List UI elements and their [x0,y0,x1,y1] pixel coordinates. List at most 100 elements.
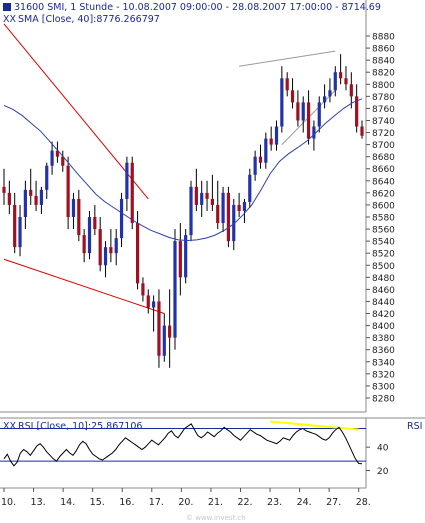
x-tick-label: 13. [31,497,46,508]
rsi-line [3,423,363,467]
rsi-title: RSI [Close, 10]:25.867106 [18,421,142,432]
candle-body [285,78,289,91]
y-tick-label: 8460 [372,286,395,296]
candle-body [328,90,332,97]
rsi-trendlines [269,420,359,431]
y-tick-label: 8400 [372,322,395,332]
candle-body [216,204,220,224]
candle-body [333,72,337,91]
candle-body [248,174,252,202]
candle-body [61,156,65,166]
candle-body [258,156,263,163]
candle-body [237,204,241,211]
y-tick-label: 8320 [372,370,395,380]
main-title: 31600 SMI, 1 Stunde - 10.08.2007 09:00:0… [14,2,381,13]
candle-body [162,325,166,356]
candle-body [2,186,6,193]
candle-body [168,325,172,338]
candle-body [87,217,92,254]
candle-body [189,186,193,236]
candle-body [194,186,198,205]
candle-body [119,198,124,239]
y-tick-label: 8520 [372,250,395,260]
candle-body [301,102,305,121]
rsi-y-tick-label: 20 [377,467,389,477]
candle-body [125,162,129,199]
candle-body [130,162,134,224]
y-tick-label: 8420 [372,310,395,320]
candle-body [205,192,209,199]
candle-body [360,126,364,136]
candle-body [7,192,11,205]
candle-body [77,198,81,236]
x-tick-label: 20. [178,497,193,508]
y-tick-label: 8760 [372,105,395,115]
candle-body [355,96,359,127]
candle-body [253,156,257,175]
candle-body [274,126,279,145]
sma-glyph-icon: XX [3,14,17,25]
y-tick-label: 8800 [372,81,395,91]
y-tick-label: 8640 [372,177,395,187]
candle-body [221,192,225,224]
candle-body [98,229,102,266]
trendline [239,50,336,67]
candle-body [152,301,156,308]
candle-body [45,165,49,190]
candle-body [39,189,44,205]
y-tick-label: 8440 [372,298,395,308]
candle-body [296,102,300,121]
x-tick-label: 14. [60,497,75,508]
candle-body [13,204,17,248]
rsi-trendline [269,420,359,431]
sma-line [3,98,363,242]
series-marker-icon [3,3,11,11]
y-tick-label: 8880 [372,33,395,43]
candle-body [71,198,76,217]
y-tick-label: 8560 [372,226,395,236]
trendline [3,23,149,200]
y-tick-label: 8540 [372,238,395,248]
x-axis: 10. 13. 14. 15. 16. 17. 20. 21. 22. 23. 24. 27. 28. [1,488,371,508]
candle-body [264,138,268,163]
y-tick-label: 8820 [372,69,395,79]
y-tick-label: 8580 [372,214,395,224]
trendline [3,258,165,314]
x-tick-label: 17. [149,497,164,508]
candle-body [200,192,204,205]
candle-body [349,84,353,97]
candle-body [173,241,177,338]
x-tick-label: 22. [237,497,252,508]
y-tick-label: 8360 [372,346,395,356]
candle-body [29,189,33,196]
y-tick-label: 8780 [372,93,395,103]
candle-body [93,217,97,230]
candle-body [18,217,22,248]
x-tick-label: 27. [326,497,341,508]
candle-body [269,138,273,145]
candle-body [34,195,38,205]
y-tick-label: 8840 [372,57,395,67]
candlestick-series [2,54,364,368]
x-tick-label: 24. [297,497,312,508]
y-tick-label: 8860 [372,45,395,55]
x-tick-label: 15. [90,497,105,508]
candle-body [232,204,236,242]
candle-body [322,96,327,103]
rsi-glyph-icon: XX [3,421,17,432]
candle-body [344,78,348,85]
x-tick-label: 21. [208,497,223,508]
candle-body [226,192,231,242]
y-tick-label: 8380 [372,334,395,344]
main-y-axis: 8280 8300 8320 8340 8360 8380 8400 8420 8440 8460… [366,33,395,404]
y-tick-label: 8680 [372,153,395,163]
y-tick-label: 8660 [372,165,395,175]
candle-body [290,90,295,103]
candle-body [103,247,108,266]
candle-body [82,235,86,254]
candle-body [23,189,27,217]
y-tick-label: 8300 [372,382,395,392]
candle-body [317,102,321,127]
y-tick-label: 8600 [372,201,395,211]
